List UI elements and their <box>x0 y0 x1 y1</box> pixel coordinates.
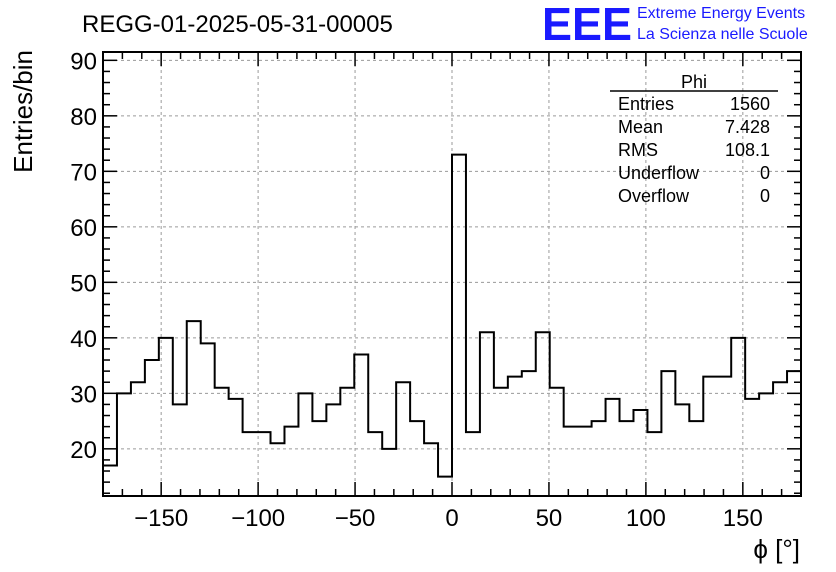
stats-row-label: Mean <box>618 117 663 137</box>
histogram-bin <box>215 388 229 496</box>
y-tick-label: 60 <box>70 215 97 242</box>
histogram-bin <box>354 354 368 496</box>
stats-row-value: 0 <box>760 186 770 206</box>
x-tick-label: 100 <box>626 505 666 532</box>
histogram-bin <box>661 371 675 496</box>
histogram-bin <box>173 404 187 496</box>
chart-title: REGG-01-2025-05-31-00005 <box>82 11 393 38</box>
histogram-bin <box>312 421 326 496</box>
histogram-bin <box>103 465 117 496</box>
histogram-bin <box>424 443 438 496</box>
histogram-bin <box>243 432 257 496</box>
histogram-bin <box>647 432 661 496</box>
stats-row-value: 1560 <box>730 94 770 114</box>
stats-title: Phi <box>681 72 707 92</box>
x-tick-label: −150 <box>134 505 188 532</box>
histogram-bin <box>731 338 745 496</box>
histogram-bin <box>689 421 703 496</box>
x-tick-label: 150 <box>723 505 763 532</box>
histogram-bin <box>187 321 201 496</box>
histogram-bin <box>633 410 647 496</box>
histogram-bin <box>284 427 298 496</box>
histogram-bin <box>452 155 466 496</box>
y-axis-label: Entries/bin <box>8 50 38 173</box>
histogram-bin <box>745 399 759 496</box>
stats-row-label: Entries <box>618 94 674 114</box>
histogram-bin <box>131 382 145 496</box>
histogram-bin <box>787 371 801 496</box>
histogram-bin <box>773 382 787 496</box>
histogram-bin <box>396 382 410 496</box>
x-tick-label: −50 <box>335 505 376 532</box>
histogram-bin <box>340 388 354 496</box>
histogram-bin <box>117 393 131 496</box>
histogram-bin <box>620 421 634 496</box>
stats-row-label: Overflow <box>618 186 690 206</box>
histogram-bin <box>494 388 508 496</box>
histogram-bin <box>326 404 340 496</box>
y-tick-label: 90 <box>70 48 97 75</box>
stats-rows: Entries 1560 Mean 7.428 RMS 108.1 Underflow 0 Ov… <box>618 94 770 206</box>
y-tick-label: 50 <box>70 270 97 297</box>
histogram-bin <box>480 332 494 496</box>
x-tick-labels: −150 −100 −50 0 50 100 150 <box>134 505 763 532</box>
y-tick-label: 30 <box>70 381 97 408</box>
histogram-bin <box>703 377 717 496</box>
histogram-bin <box>606 399 620 496</box>
histogram-bin <box>466 432 480 496</box>
logo-line-2: La Scienza nelle Scuole <box>637 26 808 43</box>
histogram-bin <box>522 371 536 496</box>
y-tick-label: 40 <box>70 326 97 353</box>
histogram-bin <box>145 360 159 496</box>
histogram-bin <box>759 393 773 496</box>
logo: EEE Extreme Energy Events La Scienza nel… <box>542 0 808 50</box>
y-tick-labels: 20 30 40 50 60 70 80 90 <box>70 48 97 464</box>
histogram-bin <box>368 432 382 496</box>
histogram-bins <box>103 155 801 496</box>
stats-row-value: 7.428 <box>725 117 770 137</box>
x-tick-label: 0 <box>445 505 458 532</box>
histogram-bin <box>201 343 215 496</box>
stats-row-label: RMS <box>618 140 658 160</box>
histogram-bin <box>675 404 689 496</box>
logo-mark: EEE <box>542 0 632 50</box>
histogram-bin <box>550 388 564 496</box>
x-axis-label: ϕ [°] <box>753 534 800 564</box>
logo-line-1: Extreme Energy Events <box>637 5 805 22</box>
histogram-bin <box>592 421 606 496</box>
y-tick-label: 80 <box>70 104 97 131</box>
histogram-bin <box>410 421 424 496</box>
stats-box: Phi Entries 1560 Mean 7.428 RMS 108.1 Underflo… <box>610 72 778 206</box>
histogram-bin <box>717 377 731 496</box>
y-tick-label: 20 <box>70 437 97 464</box>
histogram-bin <box>438 477 452 496</box>
histogram-bin <box>229 399 243 496</box>
histogram-bin <box>159 338 173 496</box>
histogram-bin <box>298 393 312 496</box>
histogram-bin <box>564 427 578 496</box>
stats-row-value: 0 <box>760 163 770 183</box>
stats-row-label: Underflow <box>618 163 700 183</box>
histogram-bin <box>536 332 550 496</box>
histogram-bin <box>257 432 271 496</box>
axes <box>102 51 802 497</box>
histogram-bin <box>578 427 592 496</box>
x-tick-label: 50 <box>536 505 563 532</box>
y-tick-label: 70 <box>70 159 97 186</box>
x-tick-label: −100 <box>231 505 285 532</box>
stats-row-value: 108.1 <box>725 140 770 160</box>
histogram-series <box>103 153 801 478</box>
histogram-bin <box>508 377 522 496</box>
histogram-bin <box>271 443 285 496</box>
histogram-bin <box>382 449 396 496</box>
